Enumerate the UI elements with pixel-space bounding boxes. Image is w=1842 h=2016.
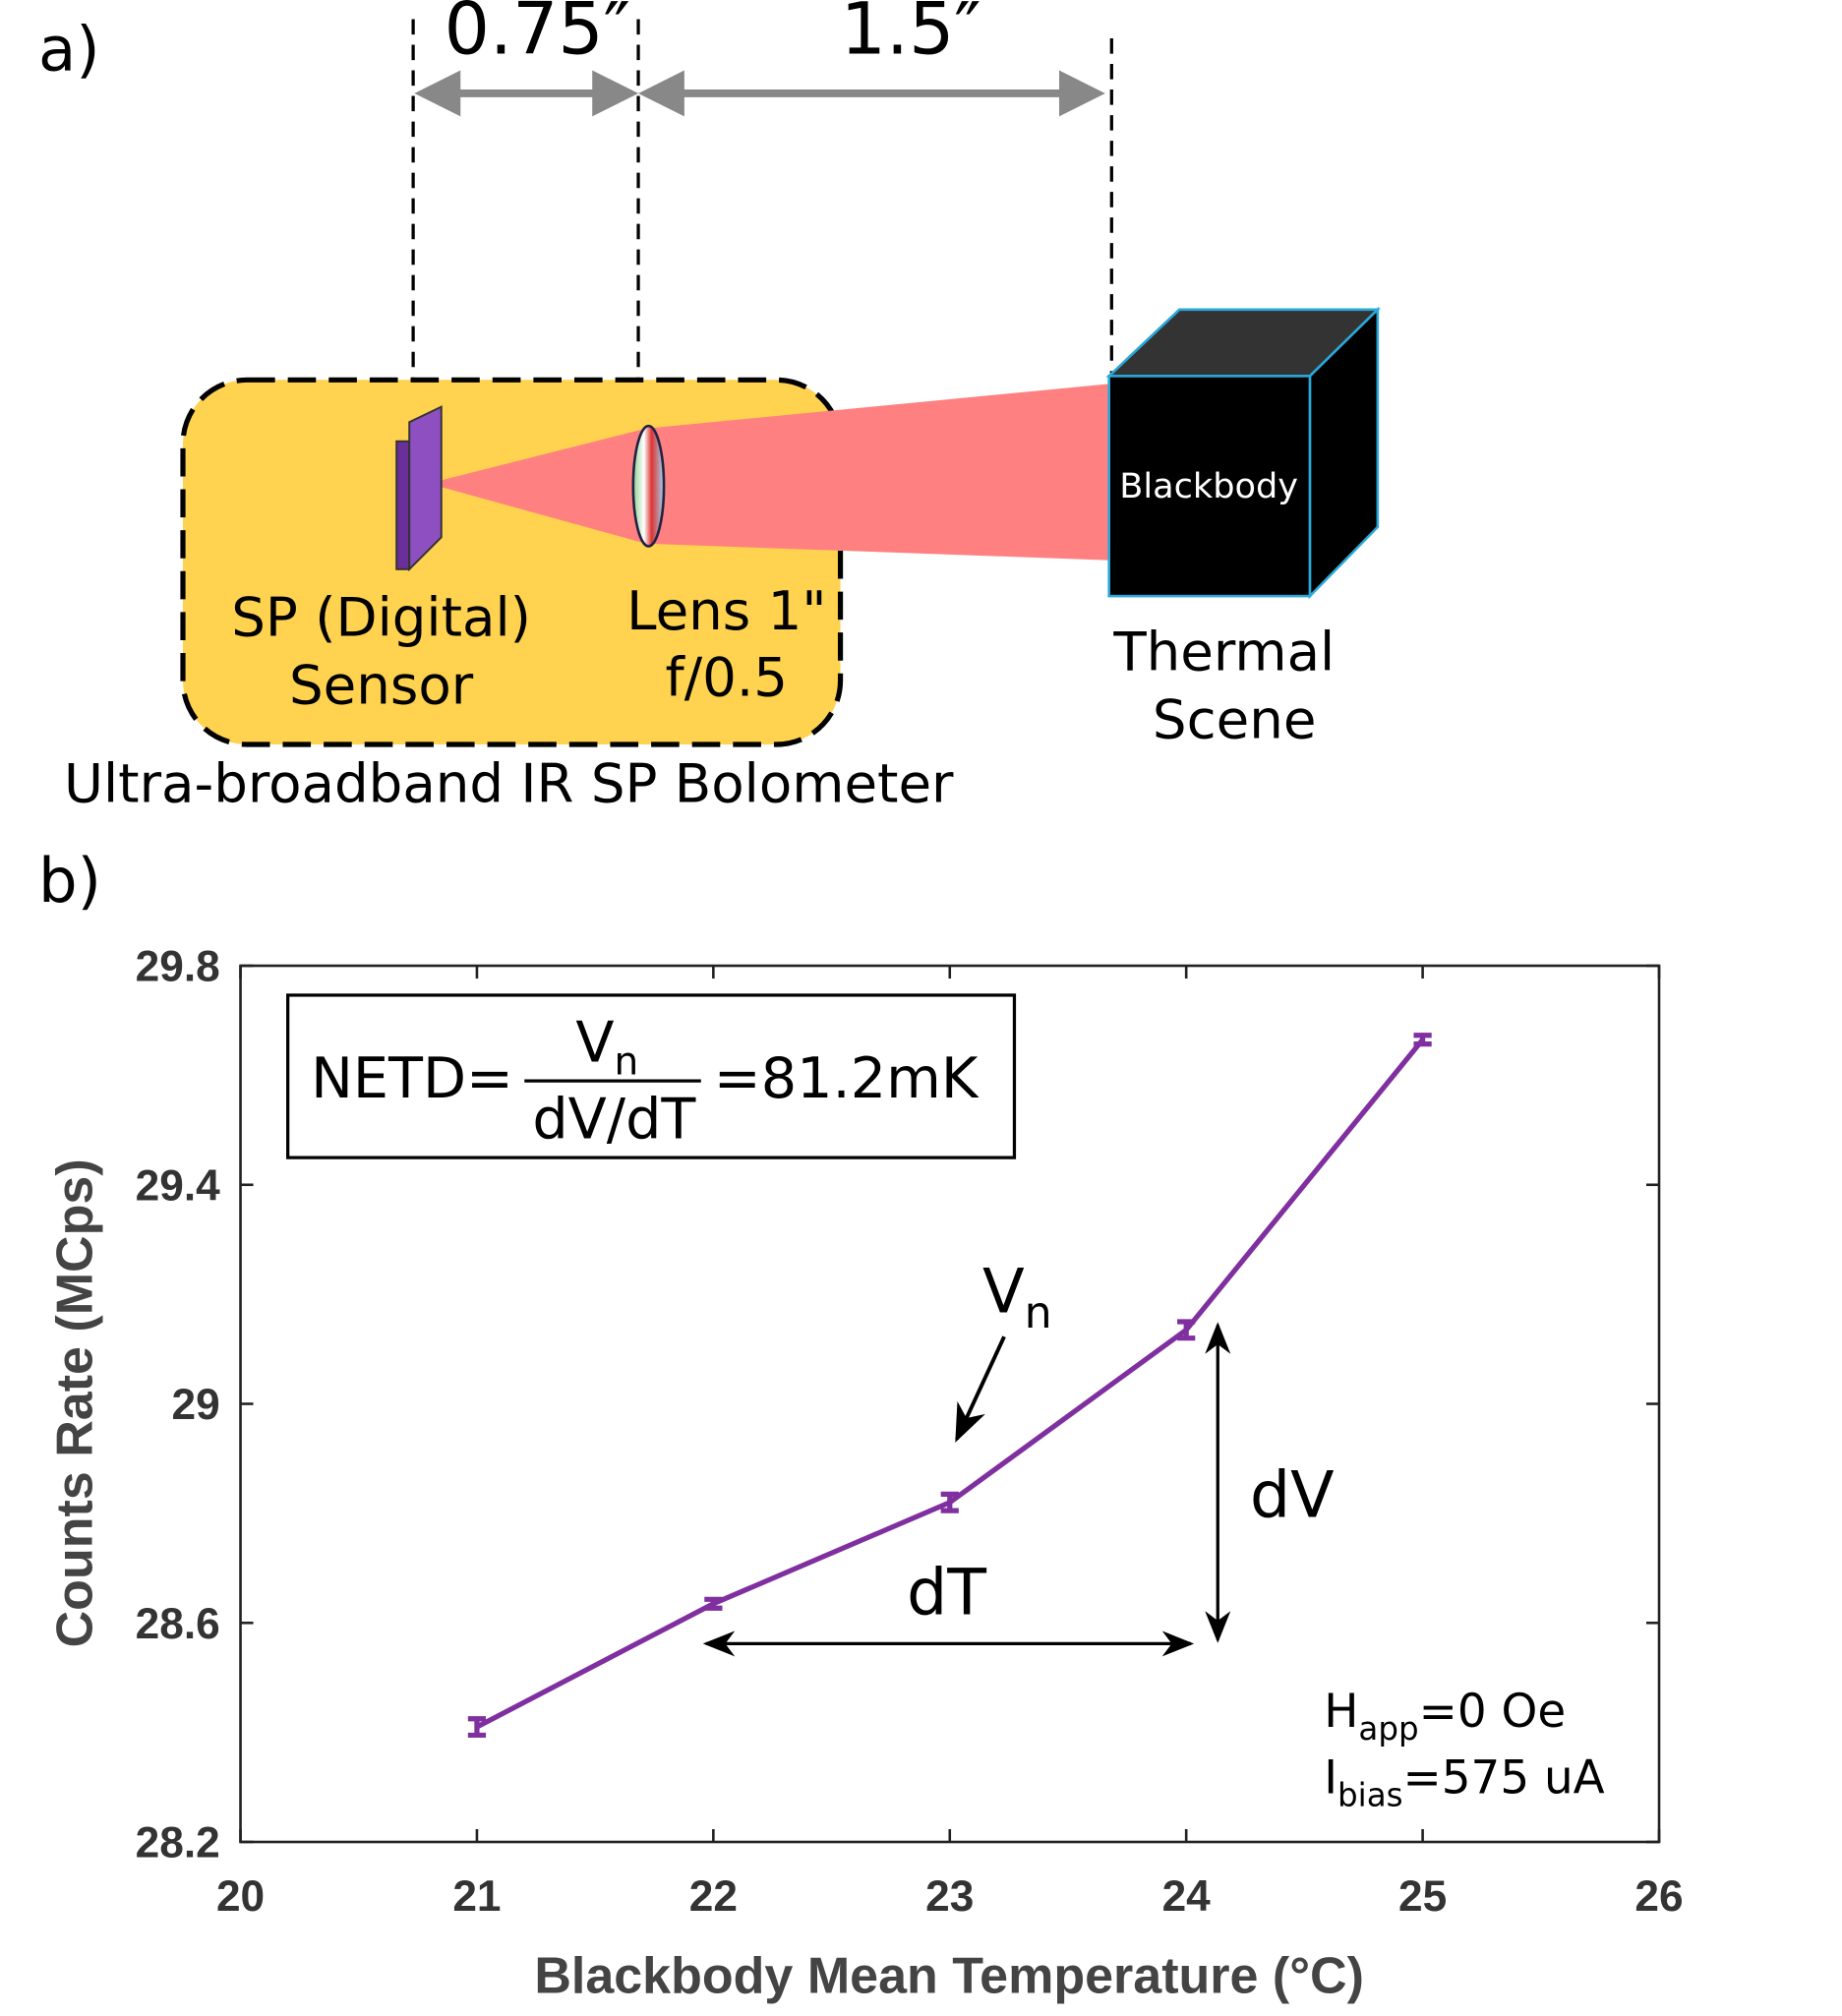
dt-label: dT bbox=[907, 1556, 986, 1630]
vn-arrow bbox=[955, 1335, 1006, 1443]
blackbody-label: Blackbody bbox=[1119, 466, 1298, 506]
x-tick-label: 21 bbox=[452, 1872, 501, 1921]
x-tick-label: 20 bbox=[216, 1872, 265, 1921]
condition: Ibias=575 uA bbox=[1324, 1752, 1604, 1814]
sensor bbox=[395, 405, 443, 572]
spacing-label: 1.5″ bbox=[841, 0, 981, 72]
sensor-label: Sensor bbox=[289, 653, 474, 716]
dv-label: dV bbox=[1250, 1459, 1335, 1533]
text: I bbox=[1324, 1752, 1337, 1806]
vn-label: Vn bbox=[982, 1256, 1052, 1339]
lens bbox=[631, 424, 666, 548]
condition: Happ=0 Oe bbox=[1324, 1686, 1566, 1748]
error-bar bbox=[704, 1596, 723, 1611]
text: V bbox=[982, 1256, 1025, 1328]
error-bar bbox=[467, 1716, 487, 1739]
guide-lines bbox=[411, 19, 1113, 429]
error-bar bbox=[1413, 1033, 1432, 1047]
error-bar bbox=[940, 1491, 959, 1513]
x-tick-label: 26 bbox=[1634, 1872, 1683, 1921]
netd-denominator: dV/dT bbox=[532, 1088, 696, 1153]
subscript: app bbox=[1358, 1710, 1418, 1748]
y-tick-label: 29 bbox=[172, 1381, 220, 1429]
canvas: a) 0.75″ 1.5″ Blackbody SP (Digital) Sen… bbox=[38, 0, 1684, 2004]
spacing-label: 0.75″ bbox=[445, 0, 630, 72]
text: H bbox=[1324, 1686, 1358, 1739]
x-tick-label: 22 bbox=[689, 1872, 738, 1921]
y-tick-label: 28.6 bbox=[136, 1600, 220, 1648]
x-tick-label: 25 bbox=[1398, 1872, 1447, 1921]
subscript: n bbox=[1025, 1288, 1052, 1338]
subscript: bias bbox=[1337, 1777, 1403, 1814]
text: =0 Oe bbox=[1419, 1686, 1567, 1739]
x-axis-label: Blackbody Mean Temperature (°C) bbox=[534, 1947, 1364, 2004]
subscript: n bbox=[614, 1040, 638, 1085]
x-tick-label: 23 bbox=[925, 1872, 974, 1921]
blackbody-cube bbox=[1105, 306, 1382, 600]
y-tick-label: 29.8 bbox=[136, 943, 220, 991]
panel-label: b) bbox=[38, 845, 101, 917]
lens-label: Lens 1" bbox=[626, 579, 826, 642]
y-tick-label: 29.4 bbox=[136, 1161, 220, 1210]
beam bbox=[428, 384, 1111, 561]
netd-numerator: Vn bbox=[575, 1011, 638, 1085]
caption: Ultra-broadband IR SP Bolometer bbox=[64, 752, 954, 815]
error-bar bbox=[1177, 1319, 1196, 1341]
scene-label: Scene bbox=[1153, 688, 1316, 751]
netd-box bbox=[286, 993, 1017, 1159]
x-tick-label: 24 bbox=[1162, 1872, 1212, 1921]
text: V bbox=[575, 1011, 614, 1076]
sensor-label: SP (Digital) bbox=[231, 585, 531, 648]
text: =575 uA bbox=[1403, 1752, 1605, 1806]
y-tick-label: 28.2 bbox=[136, 1819, 220, 1868]
panel-label: a) bbox=[38, 14, 100, 86]
y-axis-label: Counts Rate (MCps) bbox=[47, 1158, 104, 1647]
lens-label: f/0.5 bbox=[666, 646, 788, 709]
netd-lhs: NETD= bbox=[311, 1046, 513, 1111]
scene-label: Thermal bbox=[1112, 621, 1335, 683]
netd-rhs: =81.2mK bbox=[714, 1046, 980, 1111]
